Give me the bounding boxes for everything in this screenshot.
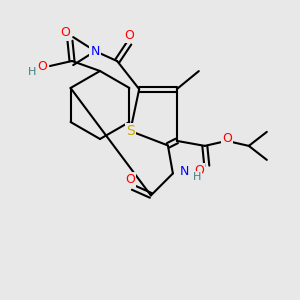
- Text: H: H: [28, 67, 36, 77]
- Text: O: O: [222, 132, 232, 146]
- Text: N: N: [91, 45, 100, 58]
- Text: S: S: [126, 124, 135, 138]
- Text: O: O: [37, 59, 47, 73]
- Text: H: H: [193, 172, 201, 182]
- Text: O: O: [124, 28, 134, 42]
- Text: N: N: [180, 165, 190, 178]
- Text: O: O: [125, 173, 135, 186]
- Text: O: O: [60, 26, 70, 40]
- Text: O: O: [194, 164, 204, 177]
